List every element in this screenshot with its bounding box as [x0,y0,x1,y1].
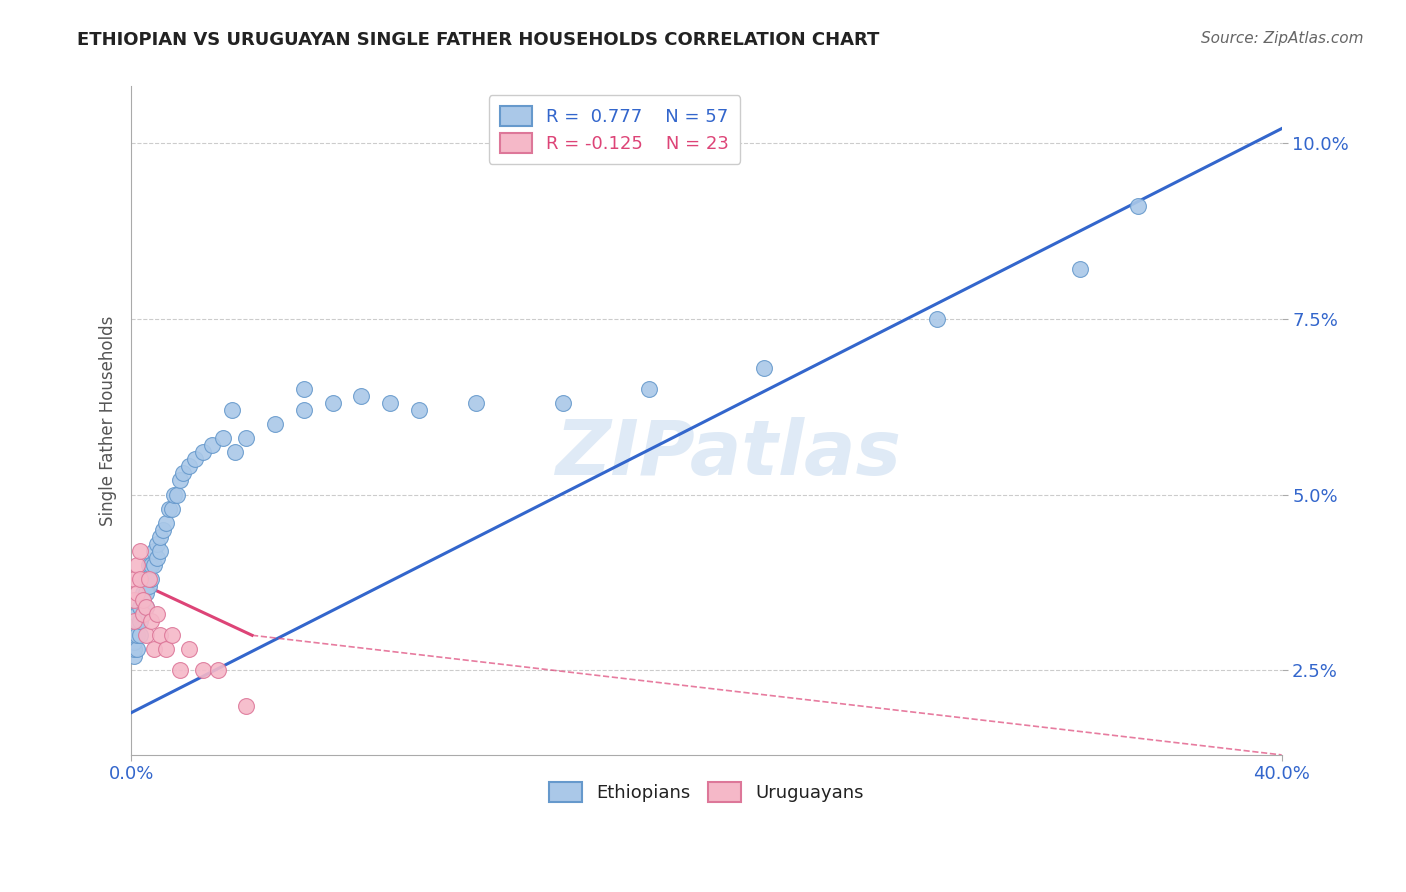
Point [169,474,191,488]
Text: ETHIOPIAN VS URUGUAYAN SINGLE FATHER HOUSEHOLDS CORRELATION CHART: ETHIOPIAN VS URUGUAYAN SINGLE FATHER HOU… [77,31,880,49]
Point [135,586,157,600]
Point [125,586,148,600]
Point [752,360,775,375]
Point [132,586,155,600]
Point [155,516,177,530]
Point [128,600,150,615]
Point [160,501,183,516]
Text: ZIPatlas: ZIPatlas [557,417,903,491]
Point [169,664,191,678]
Point [172,467,194,481]
Point [138,558,160,572]
Point [408,403,430,417]
Point [122,628,145,642]
Point [122,593,145,607]
Point [322,396,344,410]
Point [191,445,214,459]
Point [135,600,157,615]
Point [149,544,172,558]
Point [128,614,150,628]
Point [638,382,661,396]
Point [551,396,574,410]
Point [146,537,169,551]
Point [152,523,174,537]
Point [135,572,157,586]
Point [132,593,155,607]
Point [166,487,188,501]
Point [201,438,224,452]
Point [122,649,145,664]
Point [925,311,948,326]
Point [141,572,163,586]
Point [135,628,157,642]
Point [122,635,145,649]
Point [1126,199,1149,213]
Point [138,572,160,586]
Point [135,600,157,615]
Point [183,452,205,467]
Point [264,417,287,432]
Point [138,579,160,593]
Point [378,396,401,410]
Point [207,664,229,678]
Point [292,403,315,417]
Point [125,614,148,628]
Point [155,642,177,657]
Point [143,558,166,572]
Point [157,501,180,516]
Point [125,558,148,572]
Point [235,431,257,445]
Text: Source: ZipAtlas.com: Source: ZipAtlas.com [1201,31,1364,46]
Point [122,614,145,628]
Point [141,614,163,628]
Point [125,642,148,657]
Point [128,628,150,642]
Point [132,607,155,622]
Point [350,389,373,403]
Point [143,544,166,558]
Point [160,628,183,642]
Point [132,593,155,607]
Point [128,544,150,558]
Point [292,382,315,396]
Point [149,628,172,642]
Point [149,530,172,544]
Legend: Ethiopians, Uruguayans: Ethiopians, Uruguayans [538,772,875,813]
Point [143,642,166,657]
Point [122,572,145,586]
Point [224,445,246,459]
Point [146,607,169,622]
Point [177,642,200,657]
Point [465,396,488,410]
Point [146,550,169,565]
Point [191,664,214,678]
Point [141,558,163,572]
Point [212,431,235,445]
Point [128,572,150,586]
Point [1069,262,1091,277]
Y-axis label: Single Father Households: Single Father Households [100,316,117,525]
Point [235,698,257,713]
Point [122,642,145,657]
Point [125,607,148,622]
Point [177,459,200,474]
Point [163,487,186,501]
Point [132,607,155,622]
Point [125,628,148,642]
Point [221,403,243,417]
